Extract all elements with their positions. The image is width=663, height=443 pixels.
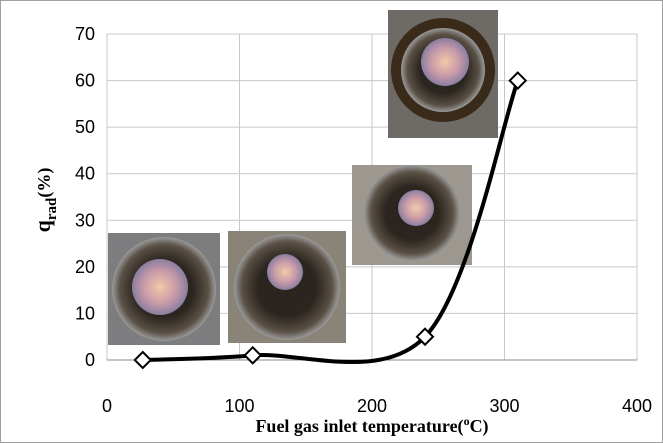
x-tick-label: 200	[357, 396, 387, 416]
x-tick-label: 400	[622, 396, 652, 416]
x-label-part: C)	[470, 416, 489, 437]
y-tick-label: 0	[85, 350, 95, 370]
y-tick-label: 40	[75, 164, 95, 184]
x-tick-label: 0	[102, 396, 112, 416]
chart-border	[1, 1, 663, 443]
y-tick-label: 60	[75, 71, 95, 91]
y-label-part: (%)	[34, 168, 55, 198]
x-tick-label: 100	[224, 396, 254, 416]
photo	[388, 10, 498, 138]
x-axis-label: Fuel gas inlet temperature(oC)	[255, 414, 488, 437]
y-label-part: q	[30, 219, 55, 232]
y-tick-label: 70	[75, 24, 95, 44]
chart: Fuel gas inlet temperature(oC) qrad(%) 0…	[0, 0, 663, 443]
y-tick-label: 20	[75, 257, 95, 277]
photo	[108, 233, 220, 345]
photo	[228, 231, 346, 343]
x-tick-label: 300	[489, 396, 519, 416]
y-tick-label: 10	[75, 303, 95, 323]
x-label-part: Fuel gas inlet temperature(	[255, 416, 463, 437]
y-label-sub: rad	[44, 197, 60, 220]
y-tick-label: 50	[75, 117, 95, 137]
y-tick-label: 30	[75, 210, 95, 230]
photo	[352, 165, 472, 265]
